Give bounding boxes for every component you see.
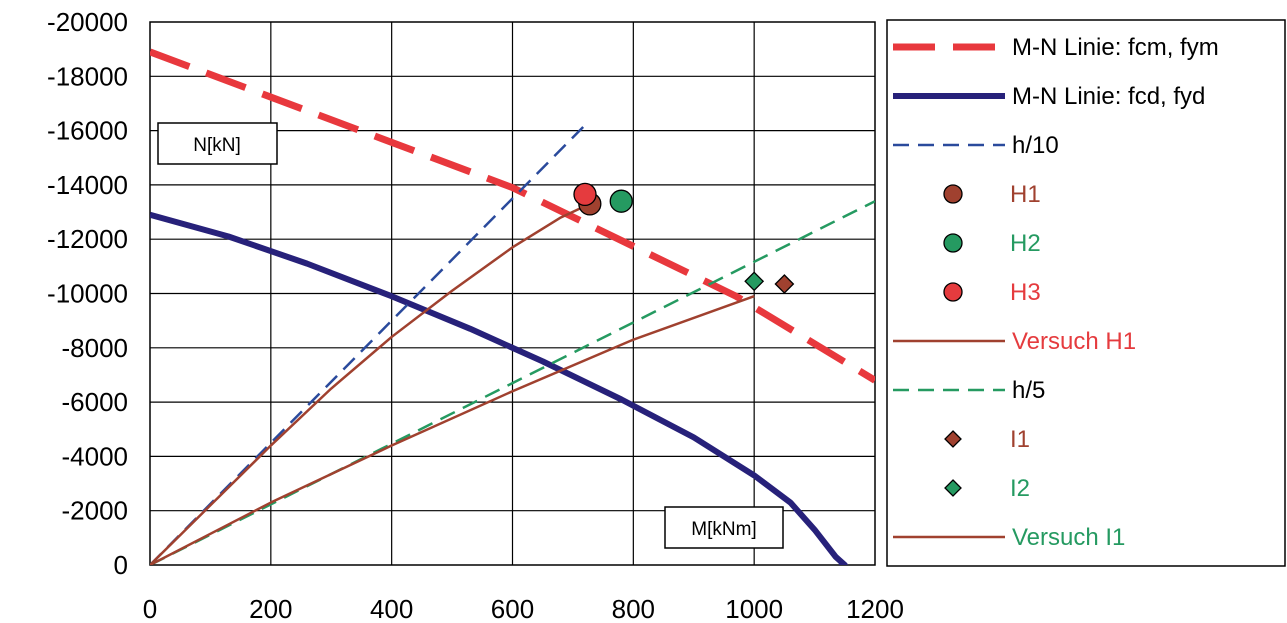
series-versuch-i1 — [150, 295, 755, 565]
y-tick-label: -20000 — [47, 7, 128, 37]
legend-label: H1 — [1010, 181, 1041, 208]
legend-item-h-5: h/5 — [893, 377, 1045, 404]
x-tick-label: 600 — [491, 594, 534, 623]
y-tick-label: -6000 — [62, 387, 129, 417]
x-tick-label: 800 — [612, 594, 655, 623]
x-tick-label: 0 — [143, 594, 157, 623]
x-tick-label: 1200 — [846, 594, 904, 623]
tick-labels: 0 200 400 600 800 1000 1200-20000-18000-16000-… — [47, 7, 904, 623]
legend-item-h-10: h/10 — [893, 132, 1059, 159]
legend-label: H3 — [1010, 279, 1041, 306]
legend-label: I1 — [1010, 426, 1030, 453]
y-tick-label: -12000 — [47, 224, 128, 254]
legend-swatch — [943, 233, 963, 253]
y-axis-label-box: N[kN] — [157, 122, 278, 165]
series-versuch-h1 — [150, 202, 591, 565]
x-axis-label-box: M[kNm] — [664, 506, 784, 549]
legend-item-versuch-h1: Versuch H1 — [893, 328, 1136, 355]
legend-item-i2: I2 — [944, 475, 1030, 502]
legend-item-h3: H3 — [943, 279, 1041, 306]
markers-layer — [573, 182, 795, 294]
y-axis-label: N[kN] — [193, 135, 241, 156]
x-tick-label: 200 — [249, 594, 292, 623]
legend-label: Versuch I1 — [1012, 524, 1125, 551]
legend-label: H2 — [1010, 230, 1041, 257]
legend-label: h/5 — [1012, 377, 1045, 404]
y-tick-label: -10000 — [47, 279, 128, 309]
series-h-5 — [150, 200, 875, 565]
marker-h2 — [609, 189, 633, 213]
legend-label: h/10 — [1012, 132, 1059, 159]
legend-item-m-n-linie-fcm-fym: M-N Linie: fcm, fym — [893, 34, 1219, 61]
legend-item-i1: I1 — [944, 426, 1030, 453]
marker-i1 — [774, 274, 795, 294]
legend-swatch — [943, 282, 963, 302]
legend-item-versuch-i1: Versuch I1 — [893, 524, 1125, 551]
series-m-n-linie-fcd-fyd — [150, 211, 848, 565]
legend: M-N Linie: fcm, fym M-N Linie: fcd, fyd h/… — [886, 19, 1286, 567]
y-tick-label: -16000 — [47, 116, 128, 146]
legend-swatch — [944, 479, 962, 497]
legend-swatch — [943, 184, 963, 204]
legend-label: Versuch H1 — [1012, 328, 1136, 355]
series-m-n-linie-fcm-fym — [150, 48, 875, 384]
legend-item-h2: H2 — [943, 230, 1041, 257]
grid — [149, 21, 876, 566]
marker-h3 — [573, 182, 597, 207]
legend-item-m-n-linie-fcd-fyd: M-N Linie: fcd, fyd — [893, 83, 1205, 110]
y-tick-label: -8000 — [62, 333, 129, 363]
x-tick-label: 400 — [370, 594, 413, 623]
x-tick-label: 1000 — [725, 594, 783, 623]
series-layer — [150, 48, 875, 565]
legend-swatch — [944, 430, 962, 448]
marker-i2 — [744, 271, 765, 292]
legend-label: M-N Linie: fcm, fym — [1012, 34, 1219, 61]
y-tick-label: -18000 — [47, 61, 128, 91]
y-tick-label: -2000 — [62, 496, 129, 526]
legend-item-h1: H1 — [943, 181, 1041, 208]
x-axis-label: M[kNm] — [691, 519, 756, 540]
y-tick-label: -14000 — [47, 170, 128, 200]
y-tick-label: 0 — [114, 550, 128, 580]
y-tick-label: -4000 — [62, 441, 129, 471]
legend-label: M-N Linie: fcd, fyd — [1012, 83, 1205, 110]
legend-label: I2 — [1010, 475, 1030, 502]
